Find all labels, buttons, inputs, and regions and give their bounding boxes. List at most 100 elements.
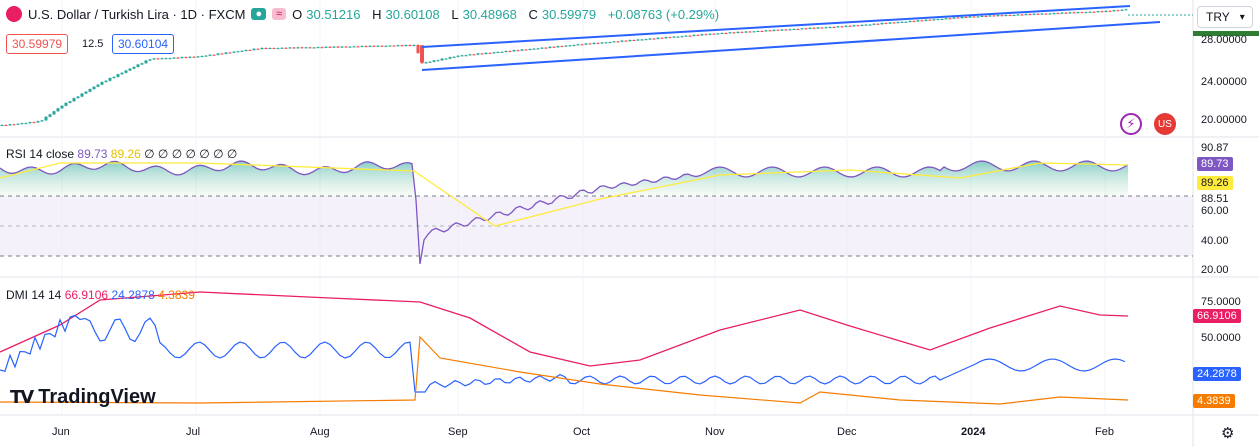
adx-line: [0, 291, 1129, 367]
price-candle: [232, 51, 236, 53]
price-candle: [700, 34, 704, 36]
price-candle: [1092, 11, 1096, 13]
rsi-overbought-fill: [0, 161, 1128, 195]
dmi-axis-label: 75.0000: [1201, 296, 1241, 308]
price-candle: [164, 58, 168, 60]
price-candle: [436, 60, 440, 62]
rsi-axis-label: 20.00: [1201, 264, 1229, 276]
price-candle: [516, 50, 520, 52]
price-axis-label: 24.00000: [1201, 76, 1247, 88]
price-candle: [620, 40, 624, 42]
price-candle: [992, 15, 996, 17]
price-candle: [56, 108, 60, 112]
price-candle: [580, 44, 584, 46]
price-candle: [648, 38, 652, 40]
price-candle: [488, 52, 492, 54]
price-candle: [380, 45, 384, 47]
price-candle: [1040, 13, 1044, 15]
price-candle: [64, 102, 68, 106]
price-candle: [860, 24, 864, 26]
price-candle: [748, 31, 752, 33]
price-candle: [440, 58, 444, 61]
price-candle: [424, 62, 428, 64]
price-candle: [536, 48, 540, 50]
adx-value: 66.9106: [64, 288, 109, 302]
plus-di-line: [0, 314, 1126, 393]
price-candle: [804, 28, 808, 30]
price-candle: [76, 96, 80, 99]
price-candle: [140, 63, 144, 65]
price-candle: [1032, 13, 1036, 15]
price-candle: [568, 45, 572, 47]
price-candle: [880, 23, 884, 25]
price-candle: [112, 76, 116, 79]
price-candle: [260, 47, 264, 50]
settings-gear-icon[interactable]: ⚙: [1221, 425, 1235, 442]
price-candle: [996, 15, 1000, 17]
price-candle: [244, 50, 248, 52]
price-candle: [376, 45, 380, 47]
currency-select[interactable]: TRY ▾: [1197, 6, 1253, 28]
price-candle: [48, 114, 52, 117]
approx-icon[interactable]: ≈: [272, 8, 287, 20]
price-candle: [680, 36, 684, 38]
price-candle: [840, 26, 844, 28]
ask-price-button[interactable]: 30.60104: [112, 34, 175, 54]
dmi-header[interactable]: DMI 14 14 66.9106 24.2878 4.3839: [6, 288, 195, 302]
price-candle: [364, 46, 368, 48]
price-candle: [192, 56, 196, 58]
bid-price-button[interactable]: 30.59979: [6, 34, 69, 54]
price-candle: [576, 44, 580, 46]
price-candle: [352, 46, 356, 48]
price-candle: [836, 26, 840, 28]
dmi-axis-label: 50.0000: [1201, 332, 1241, 344]
price-candle: [796, 29, 800, 31]
price-candle: [668, 37, 672, 39]
rsi-axis-label: 60.00: [1201, 205, 1229, 217]
price-candle: [676, 36, 680, 38]
price-candle: [468, 54, 472, 56]
price-candle: [696, 34, 700, 36]
price-candle: [888, 22, 892, 24]
price-candle: [972, 16, 976, 18]
price-candle: [644, 39, 648, 41]
price-candle: [664, 37, 668, 39]
price-candle: [848, 25, 852, 27]
price-candle: [496, 52, 500, 54]
low-label: L: [451, 6, 459, 22]
tv-brand-text: TradingView: [38, 386, 156, 408]
price-candle: [176, 57, 180, 59]
price-candle: [572, 45, 576, 47]
price-candle: [932, 19, 936, 21]
price-candle: [148, 59, 152, 61]
tradingview-logo[interactable]: 𝗧𝗩 TradingView: [10, 386, 156, 409]
rsi-header[interactable]: RSI 14 close 89.73 89.26 ∅ ∅ ∅ ∅ ∅ ∅ ∅: [6, 147, 237, 161]
price-candle: [716, 33, 720, 35]
rsi-extra: ∅ ∅ ∅ ∅ ∅ ∅ ∅: [144, 147, 238, 161]
time-axis-label: Jun: [52, 426, 70, 438]
lightning-icon[interactable]: ⚡: [1120, 113, 1142, 135]
price-candle: [168, 58, 172, 60]
price-candle: [300, 47, 304, 49]
price-candle: [584, 43, 588, 45]
price-candle: [980, 15, 984, 17]
indicator-toggle-icon[interactable]: ●: [251, 8, 267, 20]
price-candle: [196, 56, 200, 58]
channel-lower-line: [421, 21, 1161, 71]
price-candle: [824, 27, 828, 29]
price-candle: [672, 36, 676, 38]
rsi-value: 89.73: [77, 147, 108, 161]
price-candle: [240, 50, 244, 52]
price-candle: [896, 22, 900, 24]
price-candle: [84, 91, 88, 94]
price-candle: [640, 39, 644, 41]
price-candle: [368, 45, 372, 47]
price-candle: [592, 42, 596, 45]
us-flag-icon[interactable]: US: [1154, 113, 1176, 135]
price-candle: [32, 122, 36, 124]
price-candle: [812, 27, 816, 29]
price-candle: [912, 21, 916, 23]
price-candle: [120, 72, 124, 75]
symbol-title[interactable]: U.S. Dollar / Turkish Lira · 1D · FXCM: [28, 6, 246, 22]
